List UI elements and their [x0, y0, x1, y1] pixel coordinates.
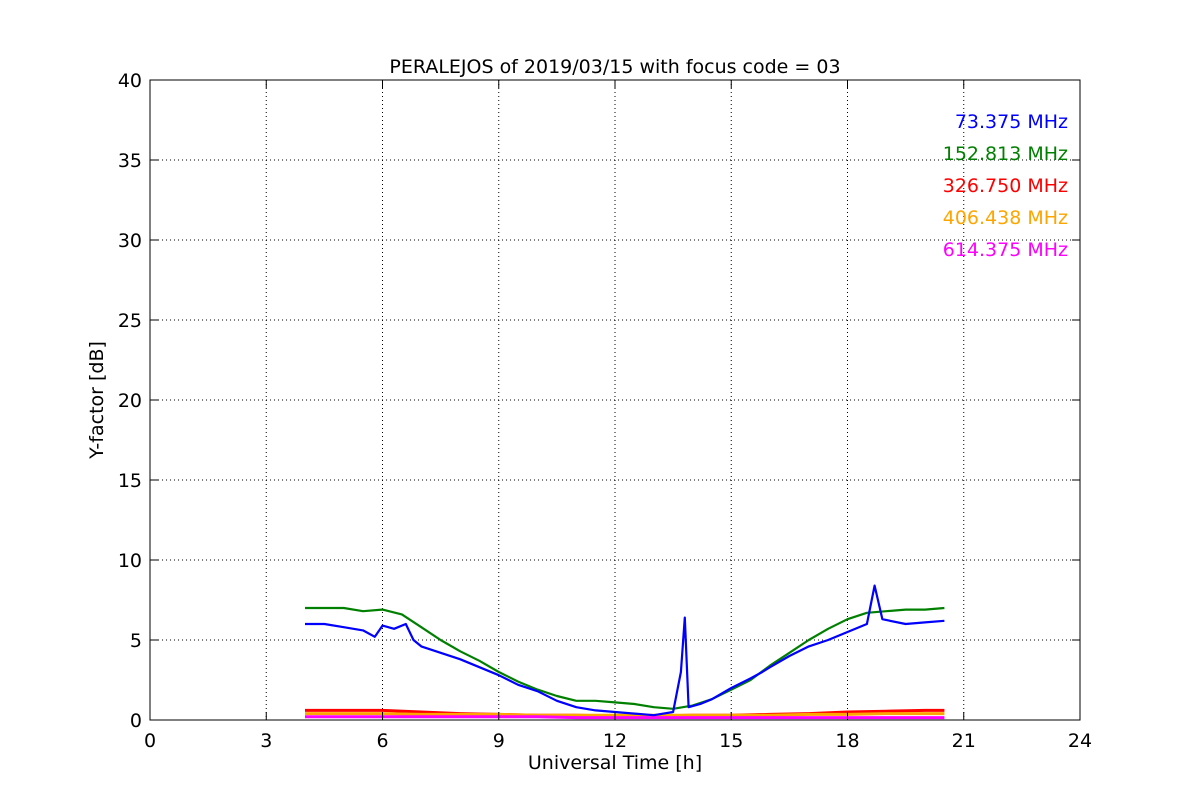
series-line-4 [305, 712, 945, 717]
y-tick-label: 15 [118, 470, 142, 492]
y-tick-label: 35 [118, 150, 142, 172]
legend-entry: 73.375 MHz [955, 111, 1068, 133]
x-tick-label: 6 [376, 730, 388, 752]
legend-entry: 326.750 MHz [943, 175, 1068, 197]
plot-area: 0 3 6 9 12 15 18 21 24 0 5 10 15 20 25 30 35 40 73.375 MH… [118, 70, 1092, 752]
legend-entry: 614.375 MHz [943, 239, 1068, 261]
x-tick-label: 18 [835, 730, 859, 752]
x-axis-label: Universal Time [h] [528, 752, 702, 774]
grid [150, 80, 1080, 720]
x-tick-label: 3 [260, 730, 272, 752]
x-tick-label: 21 [952, 730, 976, 752]
series-line-5 [305, 715, 945, 720]
x-tick-label: 15 [719, 730, 743, 752]
y-tick-label: 20 [118, 390, 142, 412]
y-tick-label: 25 [118, 310, 142, 332]
y-tick-label: 40 [118, 70, 142, 92]
x-tick-label: 0 [144, 730, 156, 752]
y-axis-label: Y-factor [dB] [86, 341, 108, 460]
y-tick-label: 0 [130, 710, 142, 732]
chart-title: PERALEJOS of 2019/03/15 with focus code … [389, 56, 840, 78]
y-tick-label: 10 [118, 550, 142, 572]
series-line-1 [305, 584, 945, 717]
legend-entry: 406.438 MHz [943, 207, 1068, 229]
y-tick-label: 5 [130, 630, 142, 652]
x-tick-label: 12 [603, 730, 627, 752]
x-tick-label: 9 [493, 730, 505, 752]
y-tick-label: 30 [118, 230, 142, 252]
series-line-2 [305, 606, 945, 710]
x-tick-label: 24 [1068, 730, 1092, 752]
series-layer [305, 584, 945, 720]
legend-entry: 152.813 MHz [943, 143, 1068, 165]
legend: 73.375 MHz 152.813 MHz 326.750 MHz 406.438 … [943, 111, 1068, 261]
axis-ticks: 0 3 6 9 12 15 18 21 24 0 5 10 15 20 25 30 35 40 [118, 70, 1092, 752]
